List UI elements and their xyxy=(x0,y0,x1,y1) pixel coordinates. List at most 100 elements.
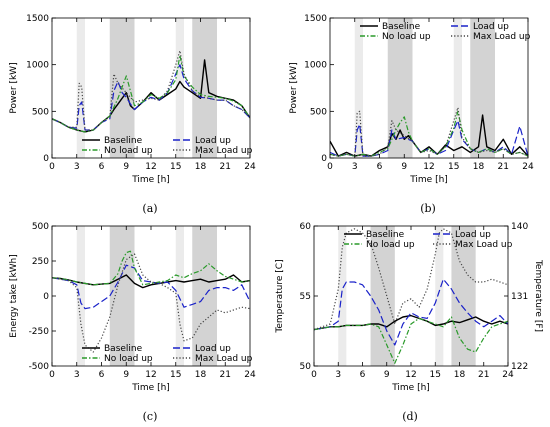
panel-caption: (d) xyxy=(402,410,418,423)
y-tick-label: 1000 xyxy=(304,61,327,71)
series-line-no-load-up xyxy=(314,316,508,364)
y-tick-label: 250 xyxy=(32,257,49,267)
x-tick-label: 18 xyxy=(454,370,466,380)
x-tick-label: 6 xyxy=(360,370,366,380)
x-tick-label: 0 xyxy=(327,162,333,172)
x-tick-label: 18 xyxy=(473,162,485,172)
legend-label: No load up xyxy=(104,354,153,364)
y-tick-label: 0 xyxy=(43,154,49,164)
y-tick-label: 1500 xyxy=(304,14,327,24)
legend-label: Load up xyxy=(473,22,509,32)
x-tick-label: 18 xyxy=(195,370,207,380)
series-line-no-load-up xyxy=(52,54,250,133)
x-tick-label: 12 xyxy=(405,370,416,380)
x-tick-label: 21 xyxy=(220,370,231,380)
shaded-band xyxy=(192,226,217,366)
x-tick-label: 15 xyxy=(170,370,181,380)
shaded-band xyxy=(192,18,217,158)
x-tick-label: 24 xyxy=(244,162,256,172)
shaded-band xyxy=(338,226,347,366)
x-tick-label: 15 xyxy=(430,370,441,380)
x-tick-label: 9 xyxy=(123,370,129,380)
shaded-band xyxy=(370,226,395,366)
series-line-load-up xyxy=(314,278,508,346)
panel-d: 0 3 6 9 12 15 18 21 24 50 55 60 122 131 140 Temperature… xyxy=(275,222,543,423)
x-tick-label: 9 xyxy=(401,162,407,172)
legend-label: Max Load up xyxy=(455,240,513,250)
legend-label: Load up xyxy=(195,136,231,146)
y-tick-label: 1500 xyxy=(26,14,49,24)
legend-label: No load up xyxy=(104,146,153,156)
x-tick-label: 0 xyxy=(311,370,317,380)
x-tick-label: 3 xyxy=(335,370,341,380)
x-tick-label: 3 xyxy=(74,162,80,172)
right-y-tick-label: 131 xyxy=(511,292,528,302)
x-axis-label: Time [h] xyxy=(131,383,170,393)
series-line-no-load-up xyxy=(52,250,250,286)
panel-caption: (c) xyxy=(143,410,158,423)
y-tick-label: 55 xyxy=(300,292,311,302)
x-axis-label: Time [h] xyxy=(131,175,170,185)
x-tick-label: 21 xyxy=(478,370,489,380)
shaded-band xyxy=(175,226,184,366)
x-tick-label: 6 xyxy=(99,162,105,172)
panel-caption: (a) xyxy=(142,202,157,215)
y-tick-label: 500 xyxy=(32,222,49,232)
x-tick-label: 9 xyxy=(123,162,129,172)
x-axis-label: Time [h] xyxy=(391,383,430,393)
shaded-band xyxy=(76,18,85,158)
y-tick-label: 1000 xyxy=(26,61,49,71)
panel-caption: (b) xyxy=(420,202,436,215)
series-group xyxy=(52,50,250,133)
x-tick-label: 21 xyxy=(220,162,231,172)
y-tick-label: 50 xyxy=(300,362,312,372)
series-line-max-load-up xyxy=(52,253,250,353)
y-axis-label: Power [kW] xyxy=(289,62,299,113)
x-tick-label: 18 xyxy=(195,162,207,172)
y-tick-label: -250 xyxy=(29,327,50,337)
x-tick-label: 0 xyxy=(49,162,55,172)
series-line-max-load-up xyxy=(330,106,528,157)
x-tick-label: 24 xyxy=(502,370,514,380)
x-tick-label: 9 xyxy=(384,370,390,380)
legend-label: Baseline xyxy=(104,136,143,146)
shaded-band xyxy=(109,226,135,366)
legend-label: Max Load up xyxy=(473,32,531,42)
series-line-max-load-up xyxy=(52,50,250,131)
series-line-max-load-up xyxy=(314,228,508,331)
y-tick-label: 500 xyxy=(32,107,49,117)
x-tick-label: 15 xyxy=(170,162,181,172)
legend-label: Load up xyxy=(195,344,231,354)
shaded-band xyxy=(354,18,363,158)
y-axis-label: Temperature [C] xyxy=(275,259,285,333)
x-tick-label: 15 xyxy=(448,162,459,172)
series-line-load-up xyxy=(52,64,250,131)
shaded-band xyxy=(175,18,184,158)
x-tick-label: 24 xyxy=(522,162,534,172)
legend-label: Load up xyxy=(455,230,491,240)
x-tick-label: 0 xyxy=(49,370,55,380)
x-tick-label: 21 xyxy=(498,162,509,172)
shaded-band xyxy=(453,18,462,158)
x-tick-label: 24 xyxy=(244,370,256,380)
shaded-band xyxy=(470,18,495,158)
panel-c: 0 3 6 9 12 15 18 21 24 -500 -250 0 250 500 Time [h] Ene… xyxy=(9,222,256,423)
y-tick-label: 60 xyxy=(300,222,312,232)
legend-label: Max Load up xyxy=(195,354,253,364)
series-group xyxy=(314,228,508,364)
legend-label: Baseline xyxy=(104,344,143,354)
x-tick-label: 6 xyxy=(377,162,383,172)
y-tick-label: -500 xyxy=(29,362,50,372)
series-line-load-up xyxy=(52,264,250,310)
x-tick-label: 12 xyxy=(145,162,156,172)
y-tick-label: 0 xyxy=(321,154,327,164)
legend-label: Baseline xyxy=(382,22,421,32)
y-axis-label: Power [kW] xyxy=(9,62,19,113)
legend-label: No load up xyxy=(366,240,415,250)
x-tick-label: 12 xyxy=(423,162,434,172)
x-tick-label: 6 xyxy=(99,370,105,380)
series-line-no-load-up xyxy=(330,110,528,157)
right-y-axis-label: Temperature [F] xyxy=(533,259,543,332)
x-tick-label: 3 xyxy=(74,370,80,380)
shaded-band xyxy=(435,226,444,366)
